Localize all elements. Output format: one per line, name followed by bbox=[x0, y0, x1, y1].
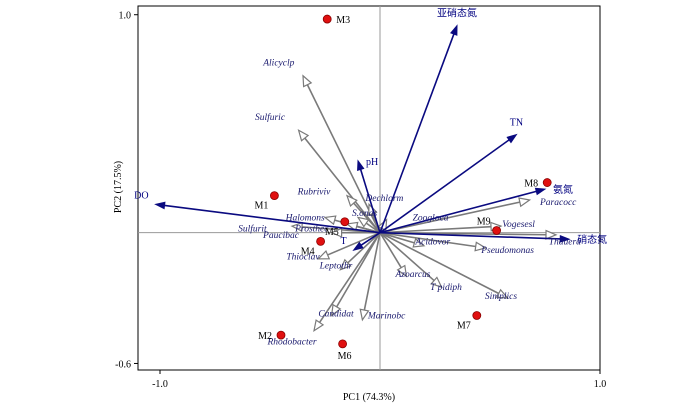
env-arrow-6 bbox=[352, 232, 381, 251]
env-arrow-4 bbox=[154, 201, 381, 234]
species-arrow-s-onas bbox=[356, 216, 381, 234]
species-arrow-paracocc bbox=[379, 197, 532, 234]
env-arrow-1 bbox=[379, 133, 518, 234]
species-arrow-candidat bbox=[330, 232, 381, 317]
species-label-simplics: Simplics bbox=[485, 292, 517, 302]
species-label-pseudomonas: Pseudomonas bbox=[480, 246, 534, 256]
species-arrow-alicyclp bbox=[302, 74, 381, 234]
plot-frame bbox=[137, 5, 601, 371]
species-arrow-sulfuric bbox=[297, 129, 381, 234]
site-point-m7 bbox=[472, 311, 482, 320]
species-label-paucibac: Paucibac bbox=[262, 231, 300, 241]
env-label-6: T bbox=[340, 236, 346, 247]
species-label-marinobc: Marinobc bbox=[367, 312, 406, 322]
site-label-m7: M7 bbox=[457, 321, 471, 332]
env-label-3: 硝态氮 bbox=[577, 233, 607, 246]
y-tick-label: 1.0 bbox=[119, 11, 132, 22]
site-point-m8 bbox=[542, 178, 552, 187]
species-arrow-simplics bbox=[379, 231, 509, 299]
site-point-m3 bbox=[322, 14, 332, 24]
species-label-vogesesl: Vogesesl bbox=[502, 220, 535, 230]
species-label-rubriviv: Rubriviv bbox=[297, 187, 331, 197]
species-label-rhodobacter: Rhodobacter bbox=[266, 338, 316, 348]
environment-arrows bbox=[154, 24, 571, 251]
x-tick-label: 1.0 bbox=[594, 379, 607, 390]
species-label-zoogloea: Zoogloea bbox=[413, 213, 449, 223]
species-label-prosthec: Prosthec bbox=[294, 224, 329, 234]
labels: Alicyclp Sulfuric Rubriviv Dechlorm S.onas Zo… bbox=[134, 7, 607, 362]
species-arrow-marinobc bbox=[359, 232, 381, 322]
species-label-leptothr: Leptothr bbox=[319, 261, 353, 271]
species-label-paracocc: Paracocc bbox=[539, 198, 577, 208]
species-label-halomons: Halomons bbox=[285, 213, 325, 223]
env-arrow-3 bbox=[379, 231, 571, 243]
site-label-m2: M2 bbox=[258, 331, 272, 342]
species-label-t-pidiph: T pidiph bbox=[430, 283, 462, 293]
env-label-4: DO bbox=[134, 190, 148, 201]
axis-ticks: -1.0 1.0 1.0 -0.6 bbox=[115, 11, 606, 390]
species-label-azoarcus: Azoarcus bbox=[394, 270, 430, 280]
site-label-m3: M3 bbox=[336, 15, 350, 26]
y-tick-label: -0.6 bbox=[115, 359, 131, 370]
species-label-sulfurit: Sulfurit bbox=[238, 223, 267, 234]
species-arrow-acidovor bbox=[379, 231, 426, 248]
site-label-m5: M5 bbox=[325, 227, 339, 238]
env-label-2: 氨氮 bbox=[553, 183, 573, 196]
env-label-0: 亚硝态氮 bbox=[437, 7, 477, 20]
site-point-m4 bbox=[316, 237, 326, 246]
env-arrow-5 bbox=[357, 159, 381, 233]
x-tick-label: -1.0 bbox=[152, 379, 168, 390]
env-label-1: TN bbox=[510, 118, 523, 129]
env-arrow-0 bbox=[379, 24, 458, 233]
species-arrow-rubriviv bbox=[345, 194, 381, 234]
species-arrow-azoarcus bbox=[379, 232, 408, 278]
species-label-alicyclp: Alicyclp bbox=[262, 59, 294, 69]
species-label-candidat: Candidat bbox=[318, 309, 354, 319]
species-label-sulfuric: Sulfuric bbox=[255, 112, 286, 123]
site-point-m6 bbox=[338, 339, 348, 349]
site-label-m1: M1 bbox=[254, 201, 268, 212]
site-label-m4: M4 bbox=[301, 246, 315, 257]
species-arrow-thioclav bbox=[316, 231, 381, 260]
site-point-m5 bbox=[340, 217, 350, 227]
site-point-m9 bbox=[492, 226, 502, 235]
site-point-m2 bbox=[276, 330, 286, 340]
species-label-thioclav: Thioclav bbox=[286, 253, 320, 263]
species-label-thauera: Thauera bbox=[549, 237, 581, 247]
env-label-5: pH bbox=[366, 157, 378, 168]
species-label-acidovor: Acidovor bbox=[414, 237, 450, 247]
site-point-m1 bbox=[269, 191, 279, 201]
site-label-m6: M6 bbox=[338, 351, 352, 362]
species-arrow-paucibac bbox=[330, 227, 380, 238]
y-axis-title: PC2 (17.5%) bbox=[113, 161, 124, 213]
x-axis-title: PC1 (74.3%) bbox=[343, 392, 395, 403]
site-label-m8: M8 bbox=[524, 179, 538, 190]
species-arrow-t-pidiph bbox=[379, 232, 443, 289]
species-label-dechlorm: Dechlorm bbox=[364, 194, 403, 204]
species-arrow-leptothr bbox=[339, 232, 381, 271]
species-label-s-onas: S.onas bbox=[352, 209, 377, 219]
species-arrow-pseudomonas bbox=[379, 231, 488, 252]
site-label-m9: M9 bbox=[477, 217, 491, 228]
species-arrow-rhodobacter bbox=[313, 232, 381, 333]
env-arrow-2 bbox=[379, 187, 547, 234]
sample-sites bbox=[269, 14, 552, 349]
